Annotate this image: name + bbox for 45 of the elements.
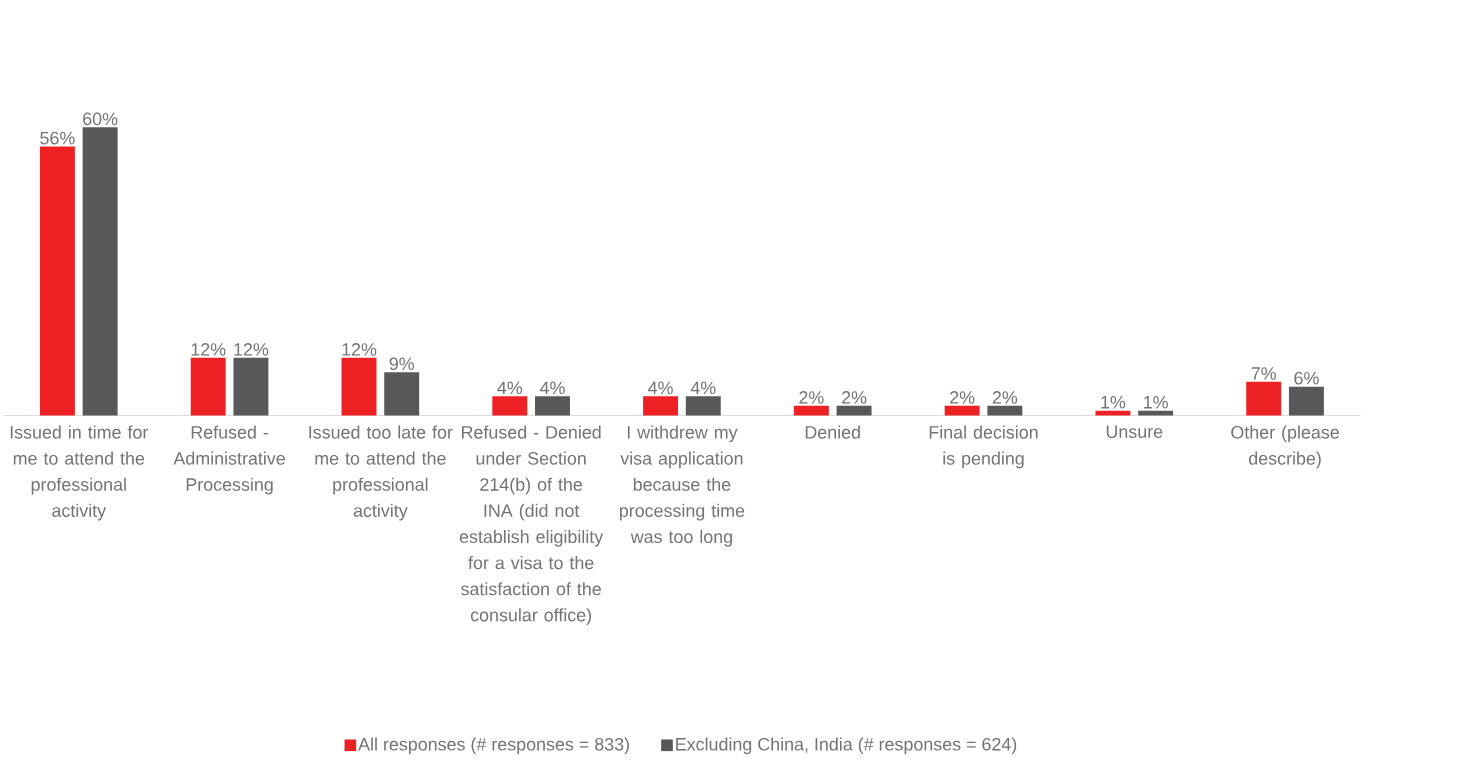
data-label: 6% [1294, 371, 1319, 385]
bar [82, 127, 118, 416]
bar [836, 405, 872, 416]
data-label: 1% [1101, 396, 1126, 409]
data-label: 12% [191, 343, 226, 356]
data-label: 2% [799, 391, 824, 404]
legend-label: Excluding China, India (# responses = 624) [676, 737, 1017, 755]
x-tick-label: Denied [805, 425, 860, 439]
x-tick-label: Other (please describe) [1231, 425, 1339, 469]
data-label: 2% [992, 391, 1018, 404]
data-label: 60% [83, 112, 118, 126]
bar [685, 396, 721, 416]
bar [341, 357, 377, 416]
bar [384, 372, 420, 416]
legend-label: All responses (# responses = 833) [358, 737, 629, 755]
bar [793, 405, 829, 416]
x-tick-label: Unsure [1106, 425, 1163, 439]
x-tick-label: Refused - Administrative Processing [173, 425, 285, 495]
x-tick-label: Issued in time for me to attend the professional activity [10, 425, 149, 521]
bar [987, 405, 1023, 416]
data-label: 56% [40, 131, 75, 145]
data-label: 4% [690, 381, 716, 395]
bar [1288, 386, 1324, 416]
x-tick-label: Issued too late for me to attend the professional activity [309, 425, 453, 521]
data-label: 1% [1144, 396, 1168, 409]
data-label: 9% [389, 357, 414, 371]
bar [944, 405, 980, 416]
data-label: 12% [234, 343, 269, 356]
data-label: 2% [950, 391, 975, 404]
bar [643, 396, 679, 416]
bar [1246, 381, 1282, 416]
bar [39, 146, 75, 416]
bar [492, 396, 528, 416]
bar [535, 396, 570, 416]
x-tick-label: I withdrew my visa application because the processing time was too long [619, 425, 745, 547]
data-label: 4% [648, 381, 673, 395]
data-label: 4% [539, 381, 565, 395]
data-label: 7% [1251, 367, 1277, 380]
x-tick-label: Refused - Denied under Section 214(b) of the INA (did not establish eligibility for a visa to the satisfaction of the consular office) [459, 425, 604, 625]
x-tick-label: Final decision is pending [929, 425, 1038, 469]
data-label: 2% [842, 391, 867, 404]
bar [233, 357, 269, 416]
data-label: 12% [342, 343, 377, 356]
data-label: 4% [497, 381, 523, 395]
bar [190, 357, 226, 416]
